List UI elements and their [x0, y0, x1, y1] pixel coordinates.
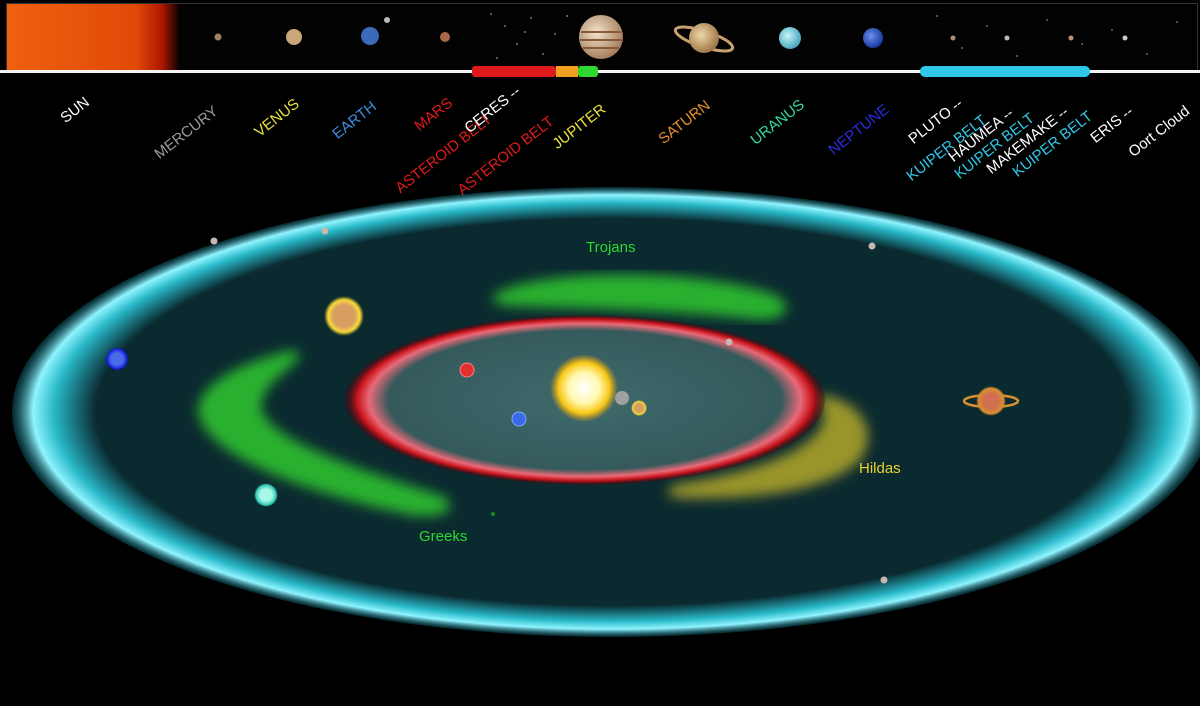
- uranus-body: [254, 483, 278, 507]
- label-trojans: Trojans: [586, 239, 636, 256]
- asteroid-belt-bar-orange: [556, 66, 578, 77]
- saturn-body: [976, 386, 1006, 416]
- mars-body: [459, 362, 475, 378]
- mercury-body: [615, 391, 629, 405]
- sun-image: [7, 4, 179, 70]
- kuiper-objects: [210, 227, 888, 584]
- venus-image: [286, 29, 302, 45]
- hildas-region: [667, 395, 868, 499]
- earth-body: [511, 411, 527, 427]
- planet-image-strip: [6, 3, 1198, 71]
- neptune-image: [863, 28, 883, 48]
- moon-image: [384, 17, 390, 23]
- sun-body: [550, 354, 618, 422]
- asteroid-belt-bar-green: [578, 66, 598, 77]
- saturn-image: [689, 23, 719, 53]
- asteroid-belt-dots: [490, 13, 568, 59]
- label-hildas: Hildas: [859, 460, 901, 477]
- earth-image: [361, 27, 379, 45]
- venus-body: [631, 400, 647, 416]
- jupiter-body: [324, 296, 364, 336]
- neptune-body: [105, 347, 129, 371]
- eris-image: [1122, 35, 1128, 41]
- strip-divider: [0, 70, 1200, 73]
- trojans-region: [492, 274, 787, 320]
- makemake-image: [1068, 35, 1074, 41]
- planet-strip-svg: [7, 4, 1178, 70]
- kuiper-belt-dots: [936, 15, 1178, 57]
- greeks-dot: [491, 512, 495, 516]
- jupiter-bands: [580, 31, 622, 49]
- mercury-image: [214, 33, 222, 41]
- haumea-image: [1004, 35, 1010, 41]
- label-greeks: Greeks: [419, 528, 468, 545]
- belt-indicators: [472, 66, 1090, 77]
- asteroid-belt-bar-red: [472, 66, 556, 77]
- pluto-image: [950, 35, 956, 41]
- kuiper-belt-bar: [920, 66, 1090, 77]
- greeks-region: [198, 350, 450, 516]
- uranus-image: [779, 27, 801, 49]
- mars-image: [440, 32, 450, 42]
